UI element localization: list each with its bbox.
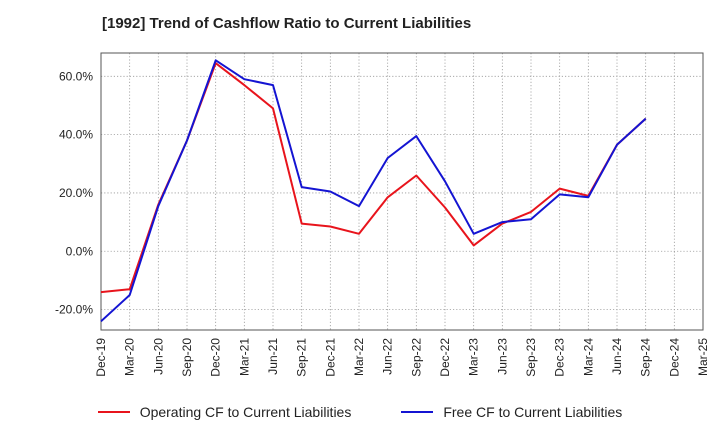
x-tick-label: Sep-22: [409, 338, 423, 377]
chart-title: [1992] Trend of Cashflow Ratio to Curren…: [102, 15, 472, 32]
legend-label-free-cf: Free CF to Current Liabilities: [443, 404, 623, 420]
legend-item-operating-cf: Operating CF to Current Liabilities: [97, 404, 352, 420]
grid-lines: [100, 53, 704, 330]
x-tick-label: Dec-20: [209, 338, 223, 377]
x-tick-label: Jun-23: [495, 338, 509, 375]
legend: Operating CF to Current Liabilities Free…: [0, 404, 720, 420]
x-tick-label: Dec-23: [553, 338, 567, 377]
y-tick-label: 0.0%: [66, 244, 94, 258]
x-tick-label: Dec-21: [323, 338, 337, 377]
series-lines: [100, 59, 647, 323]
y-tick-label: 60.0%: [59, 69, 93, 83]
x-tick-label: Sep-21: [295, 338, 309, 377]
legend-swatch-free-cf: [401, 411, 434, 413]
x-tick-label: Jun-24: [610, 338, 624, 375]
x-tick-label: Mar-20: [123, 338, 137, 376]
x-tick-label: Dec-19: [94, 338, 108, 377]
plot-frame: [100, 52, 704, 331]
legend-swatch-operating-cf: [97, 411, 130, 413]
legend-label-operating-cf: Operating CF to Current Liabilities: [139, 404, 352, 420]
x-tick-label: Dec-22: [438, 338, 452, 377]
x-tick-label: Jun-20: [151, 338, 165, 375]
series-line-0: [100, 62, 647, 294]
x-tick-label: Mar-25: [696, 338, 710, 376]
tick-labels: -20.0% 0.0% 20.0% 40.0% 60.0% Dec-19 Mar-20 Jun…: [55, 69, 710, 376]
axes: [100, 52, 704, 331]
x-tick-label: Mar-24: [581, 338, 595, 376]
x-tick-label: Mar-23: [467, 338, 481, 376]
y-tick-label: 20.0%: [59, 186, 93, 200]
x-tick-label: Sep-23: [524, 338, 538, 377]
x-tick-label: Sep-24: [639, 338, 653, 377]
x-tick-label: Jun-21: [266, 338, 280, 375]
x-tick-label: Mar-21: [237, 338, 251, 376]
y-tick-label: 40.0%: [59, 128, 93, 142]
x-tick-label: Sep-20: [180, 338, 194, 377]
series-line-1: [100, 59, 647, 323]
x-tick-label: Jun-22: [381, 338, 395, 375]
x-tick-label: Dec-24: [667, 338, 681, 377]
y-tick-label: -20.0%: [55, 303, 93, 317]
legend-item-free-cf: Free CF to Current Liabilities: [401, 404, 622, 420]
x-tick-label: Mar-22: [352, 338, 366, 376]
